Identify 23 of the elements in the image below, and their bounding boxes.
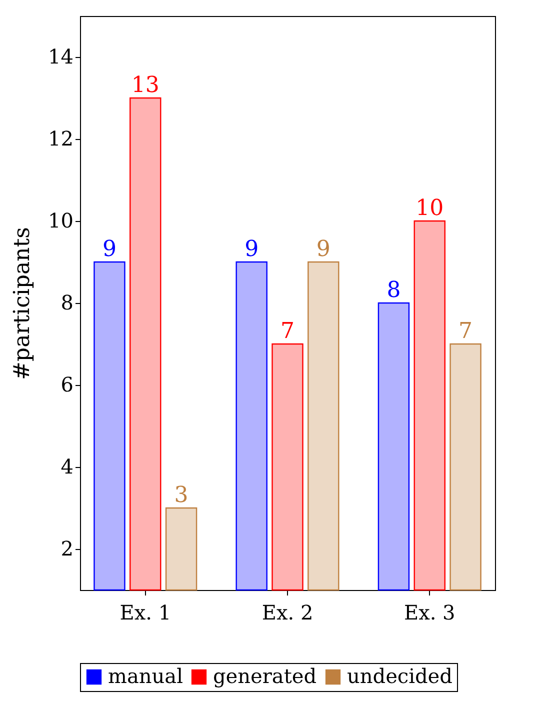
data-label: 9 xyxy=(316,237,330,262)
y-tick-label: 8 xyxy=(60,290,74,314)
x-tick-label: Ex. 3 xyxy=(404,600,456,624)
legend-label: manual xyxy=(108,664,183,688)
data-label: 7 xyxy=(458,319,473,344)
data-label: 8 xyxy=(386,278,401,303)
data-label: 9 xyxy=(244,237,259,262)
data-label: 10 xyxy=(416,196,444,221)
legend-label: generated xyxy=(213,664,317,688)
y-tick-label: 6 xyxy=(60,372,74,396)
y-tick-label: 10 xyxy=(48,208,74,232)
y-tick-label: 12 xyxy=(48,126,74,150)
y-axis-title: #participants xyxy=(10,227,36,380)
y-tick-label: 4 xyxy=(60,454,74,478)
data-label: 13 xyxy=(131,73,160,98)
data-label: 7 xyxy=(280,319,294,344)
y-tick-label: 14 xyxy=(48,44,74,68)
legend-label: undecided xyxy=(347,664,453,688)
x-tick-label: Ex. 1 xyxy=(120,600,172,624)
data-label: 3 xyxy=(174,483,188,508)
x-tick-label: Ex. 2 xyxy=(262,600,314,624)
y-tick-label: 2 xyxy=(60,536,74,560)
data-label: 9 xyxy=(102,237,116,262)
